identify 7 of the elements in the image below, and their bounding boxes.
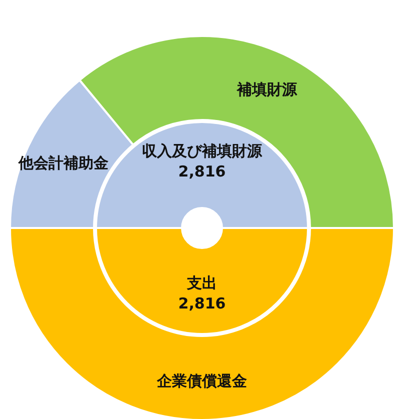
slice-label: 補填財源 xyxy=(236,80,298,99)
slice-label: 企業債償還金 xyxy=(156,372,247,390)
data-label: 2,816 xyxy=(178,162,226,180)
data-label: 2,816 xyxy=(178,294,226,312)
slice-label: 支出 xyxy=(186,274,217,292)
slice-label: 収入及び補填財源 xyxy=(142,142,263,160)
slice-label: 他会計補助金 xyxy=(18,154,109,172)
